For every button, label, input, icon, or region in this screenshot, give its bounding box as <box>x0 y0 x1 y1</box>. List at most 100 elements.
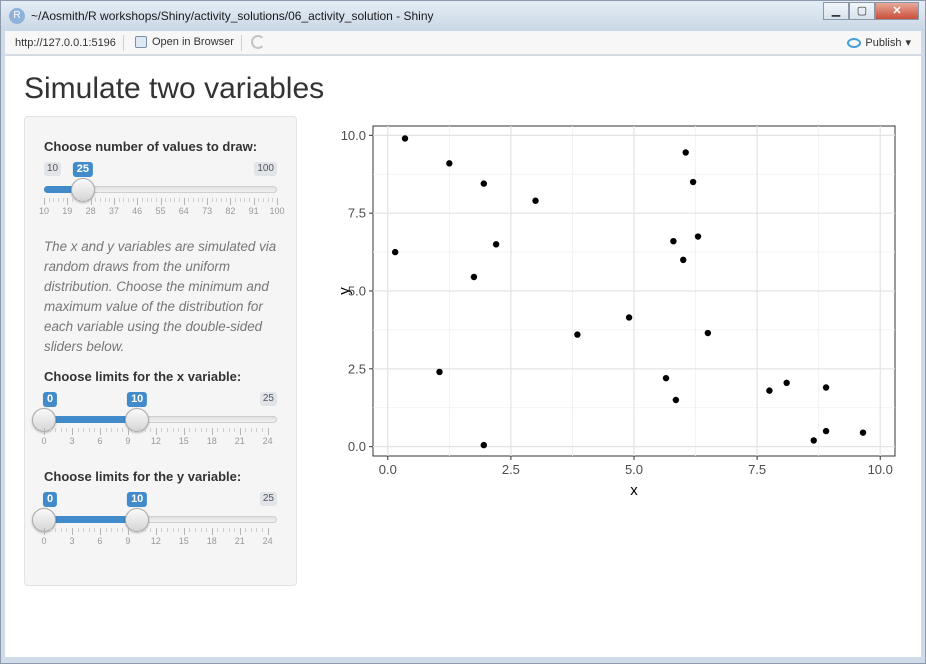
slider-minor-tick <box>55 428 57 432</box>
slider-minor-tick <box>83 528 85 532</box>
slider-tick-label: 12 <box>150 536 161 546</box>
slider-grid: 10 19 28 37 46 55 64 73 82 91 100 <box>39 198 285 218</box>
slider-grid: 0 3 6 9 12 15 18 21 24 <box>41 528 277 548</box>
slider-minor-tick <box>193 198 195 202</box>
slider-minor-tick <box>48 198 50 202</box>
slider-minor-tick <box>144 528 146 532</box>
slider-low-value-label: 0 <box>42 492 58 507</box>
slider-tick <box>183 198 185 205</box>
publish-button[interactable]: Publish ▾ <box>847 36 911 49</box>
slider-minor-tick <box>178 428 180 432</box>
slider-minor-tick <box>105 428 107 432</box>
slider-tick <box>155 528 157 535</box>
slider-high-handle[interactable] <box>125 508 150 532</box>
data-point <box>401 135 409 142</box>
slider-minor-tick <box>49 528 51 532</box>
minimize-button[interactable]: ▁ <box>823 2 849 20</box>
slider-minor-tick <box>194 528 196 532</box>
y-tick-label: 2.5 <box>348 361 366 376</box>
x-tick-label: 7.5 <box>748 462 766 477</box>
slider-tick <box>99 528 101 535</box>
y-axis-label: y <box>336 287 353 295</box>
data-point <box>680 256 687 264</box>
n-values-slider[interactable]: 10 100 25 10 19 28 37 46 55 64 73 82 91 100 <box>39 162 285 242</box>
data-point <box>532 197 539 204</box>
url-display: http://127.0.0.1:5196 <box>15 37 116 49</box>
slider-tick <box>44 528 45 535</box>
slider-minor-tick <box>62 198 64 202</box>
slider-tick-label: 6 <box>97 536 103 546</box>
slider-minor-tick <box>77 528 79 532</box>
data-point <box>766 387 773 394</box>
data-point <box>480 441 488 449</box>
close-button[interactable]: ✕ <box>875 2 919 20</box>
title-bar[interactable]: R ~/Aosmith/R workshops/Shiny/activity_s… <box>1 1 925 31</box>
slider-tick-label: 0 <box>41 536 47 546</box>
slider-tick-label: 15 <box>178 436 189 446</box>
slider-minor-tick <box>71 198 73 202</box>
sidebar-panel: Choose number of values to draw: 10 100 … <box>24 116 297 586</box>
slider-minor-tick <box>179 198 181 202</box>
slider-minor-tick <box>94 428 96 432</box>
slider-minor-tick <box>206 428 208 432</box>
x-limits-slider[interactable]: 25 0 10 0 3 6 9 12 15 18 21 24 <box>32 392 277 472</box>
slider-minor-tick <box>127 198 129 202</box>
slider-minor-tick <box>217 428 219 432</box>
refresh-icon[interactable] <box>251 35 265 49</box>
maximize-button[interactable]: ▢ <box>849 2 875 20</box>
slider-tick <box>267 428 269 435</box>
slider-minor-tick <box>161 428 163 432</box>
slider-minor-tick <box>202 198 204 202</box>
slider-minor-tick <box>60 528 62 532</box>
slider-tick <box>44 198 45 205</box>
slider-minor-tick <box>118 198 120 202</box>
slider-high-value-label: 10 <box>127 492 148 507</box>
slider-tick <box>71 428 73 435</box>
slider-minor-tick <box>228 428 230 432</box>
slider-tick <box>230 198 232 205</box>
slider-tick <box>183 528 185 535</box>
slider-minor-tick <box>85 198 87 202</box>
slider-minor-tick <box>95 198 97 202</box>
browser-icon <box>135 36 147 48</box>
slider-minor-tick <box>83 428 85 432</box>
slider-minor-tick <box>105 528 107 532</box>
slider-minor-tick <box>122 528 124 532</box>
viewer-toolbar: http://127.0.0.1:5196 Open in Browser Pu… <box>5 31 921 55</box>
slider-minor-tick <box>88 528 90 532</box>
slider-minor-tick <box>167 428 169 432</box>
y-slider-label: Choose limits for the y variable: <box>44 469 242 484</box>
open-in-browser-button[interactable]: Open in Browser <box>135 36 234 48</box>
slider-minor-tick <box>66 428 68 432</box>
x-tick-label: 2.5 <box>502 462 520 477</box>
slider-minor-tick <box>150 428 152 432</box>
axes: 0.0 2.5 5.0 7.5 10.0 0.0 2.5 5.0 7.5 10.0 <box>341 128 893 477</box>
r-app-icon: R <box>9 8 25 24</box>
slider-minor-tick <box>262 428 264 432</box>
slider-minor-tick <box>109 198 111 202</box>
publish-icon <box>847 37 862 48</box>
slider-tick-label: 64 <box>178 206 189 216</box>
slider-tick-label: 37 <box>108 206 119 216</box>
slider-handle[interactable] <box>70 178 95 202</box>
slider-tick-label: 100 <box>269 206 285 216</box>
window-bottom-border <box>5 657 921 663</box>
slider-value-label: 25 <box>72 162 93 177</box>
y-limits-slider[interactable]: 25 0 10 0 3 6 9 12 15 18 21 24 <box>32 492 277 572</box>
y-tick-label: 0.0 <box>348 439 366 454</box>
slider-minor-tick <box>234 428 236 432</box>
slider-tick <box>71 528 73 535</box>
slider-minor-tick <box>123 198 125 202</box>
data-point <box>492 241 500 248</box>
data-point <box>859 429 867 436</box>
x-tick-label: 10.0 <box>868 462 893 477</box>
slider-minor-tick <box>235 198 237 202</box>
slider-minor-tick <box>245 528 247 532</box>
open-in-browser-label: Open in Browser <box>152 36 234 48</box>
slider-tick <box>137 198 139 205</box>
slider-tick-label: 10 <box>38 206 50 216</box>
slider-minor-tick <box>139 428 141 432</box>
slider-tick <box>127 528 129 535</box>
slider-high-handle[interactable] <box>125 408 150 432</box>
data-point <box>783 379 790 387</box>
